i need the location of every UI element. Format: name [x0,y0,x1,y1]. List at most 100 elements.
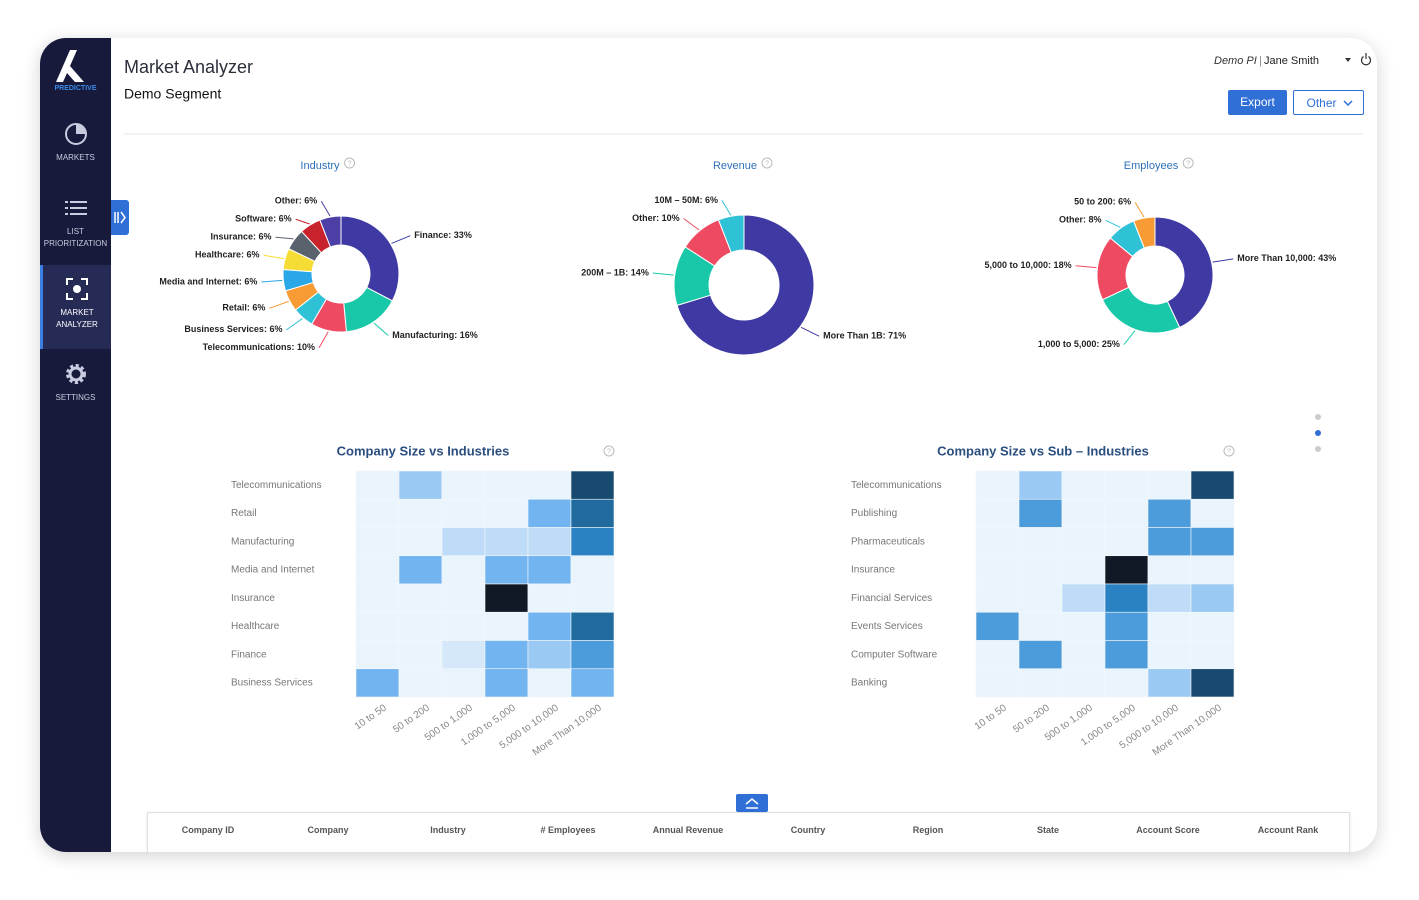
column-header[interactable]: Company ID [181,825,235,835]
slice-label: Business Services: 6% [184,324,282,334]
donut-slice [319,215,342,248]
heatmap-cell [441,640,486,670]
heatmap-cell [1190,527,1235,557]
leader-line [269,300,289,309]
separator: | [1259,55,1262,67]
other-button[interactable]: Other [1293,90,1364,115]
heatmap-cell [398,527,443,557]
donut-slice [340,215,400,302]
slice-label: More Than 10,000: 43% [1237,253,1336,263]
nav-market-analyzer[interactable]: MARKET ANALYZER [40,265,111,349]
heatmap-cell [527,498,572,528]
column-header[interactable]: # Employees [540,825,596,835]
column-header[interactable]: Account Score [1136,825,1200,835]
column-header[interactable]: Account Rank [1257,825,1319,835]
heatmap-cell [1018,611,1063,641]
donut-slice [717,214,745,254]
user-caret[interactable] [1345,58,1351,62]
heatmap-cell [1190,640,1235,670]
heatmap-cell [975,555,1020,585]
heatmap-cell [570,498,615,528]
heatmap-cell [975,640,1020,670]
heatmap-cell [1061,640,1106,670]
slice-label: 5,000 to 10,000: 18% [985,260,1072,270]
heatmap-cell [1018,555,1063,585]
heatmap-cell [1018,583,1063,613]
account-name: Demo PI [1214,55,1257,67]
user-name[interactable]: Jane Smith [1264,55,1319,67]
heatmap-cell [1018,640,1063,670]
heatmap-cell [570,640,615,670]
heatmap-cell [527,470,572,500]
analyzer-icon [66,278,88,300]
help-icon [603,445,615,457]
heatmap-cell [355,611,400,641]
heatmap-cell [570,668,615,698]
leader-line [1134,202,1145,218]
heatmap-cell [1018,668,1063,698]
heatmap-cell [1104,583,1149,613]
button-label: Other [1306,96,1337,110]
x-tick-label: 10 to 50 [353,702,389,732]
heatmap-cell [355,640,400,670]
leader-line [318,331,329,349]
table-header: Company ID Company Industry # Employees Annu… [147,812,1350,852]
heatmap-cell [975,470,1020,500]
heatmap-cell [1147,640,1192,670]
heatmap-cell [1061,527,1106,557]
leader-line [1075,265,1097,269]
help-mark: ? [765,160,769,167]
heatmap-cell [1104,640,1149,670]
heatmap-cell [527,611,572,641]
heatmap-cell [484,640,529,670]
markets-icon [64,123,87,145]
power-icon[interactable] [1360,53,1372,66]
heatmap-cell [484,583,529,613]
toggle-arrow [114,211,126,224]
heatmap-cell [1104,498,1149,528]
donut-slice [1133,216,1156,249]
slice-label: 1,000 to 5,000: 25% [1038,339,1120,349]
slice-label: 200M – 1B: 14% [581,267,649,277]
slice-label: Healthcare: 6% [195,250,260,260]
heatmap-cell [484,668,529,698]
sidebar-toggle[interactable] [111,200,129,235]
column-header[interactable]: State [1036,825,1059,835]
heatmap-cell [1104,555,1149,585]
column-header[interactable]: Country [790,825,826,835]
column-header[interactable]: Company [307,825,349,835]
table-toggle[interactable] [736,794,768,812]
column-header[interactable]: Industry [430,825,466,835]
donut-slice [676,214,815,356]
heatmap-cell [1061,555,1106,585]
row-label: Manufacturing [231,536,294,547]
chart-title: Company Size vs Sub – Industries [937,443,1149,458]
nav-list[interactable]: LIST PRIORITIZATION [40,196,111,256]
heatmap-cell [1147,470,1192,500]
heatmap-cell [355,583,400,613]
nav-markets[interactable]: MARKETS [40,122,111,172]
export-button[interactable]: Export [1228,90,1287,115]
heatmap-cell [1147,583,1192,613]
column-header[interactable]: Annual Revenue [652,825,724,835]
heatmap-cell [1190,498,1235,528]
heatmap-cell [1104,611,1149,641]
slice-label: Manufacturing: 16% [392,330,478,340]
leader-line [652,272,674,276]
heatmap-cell [1104,668,1149,698]
heatmap-cell [1147,668,1192,698]
settings-icon [65,364,86,384]
heatmap-cell [398,583,443,613]
nav-label: LIST PRIORITIZATION [43,227,108,248]
toggle-icon [745,798,759,809]
leader-line [286,318,303,331]
chart-title: Industry [300,160,340,172]
heatmap-cell [975,668,1020,698]
column-header[interactable]: Region [912,825,944,835]
heatmap-cell [484,498,529,528]
nav-settings[interactable]: SETTINGS [40,362,111,412]
slice-label: Retail: 6% [222,303,265,313]
heatmap-cell [1104,470,1149,500]
heatmap-cell [484,555,529,585]
